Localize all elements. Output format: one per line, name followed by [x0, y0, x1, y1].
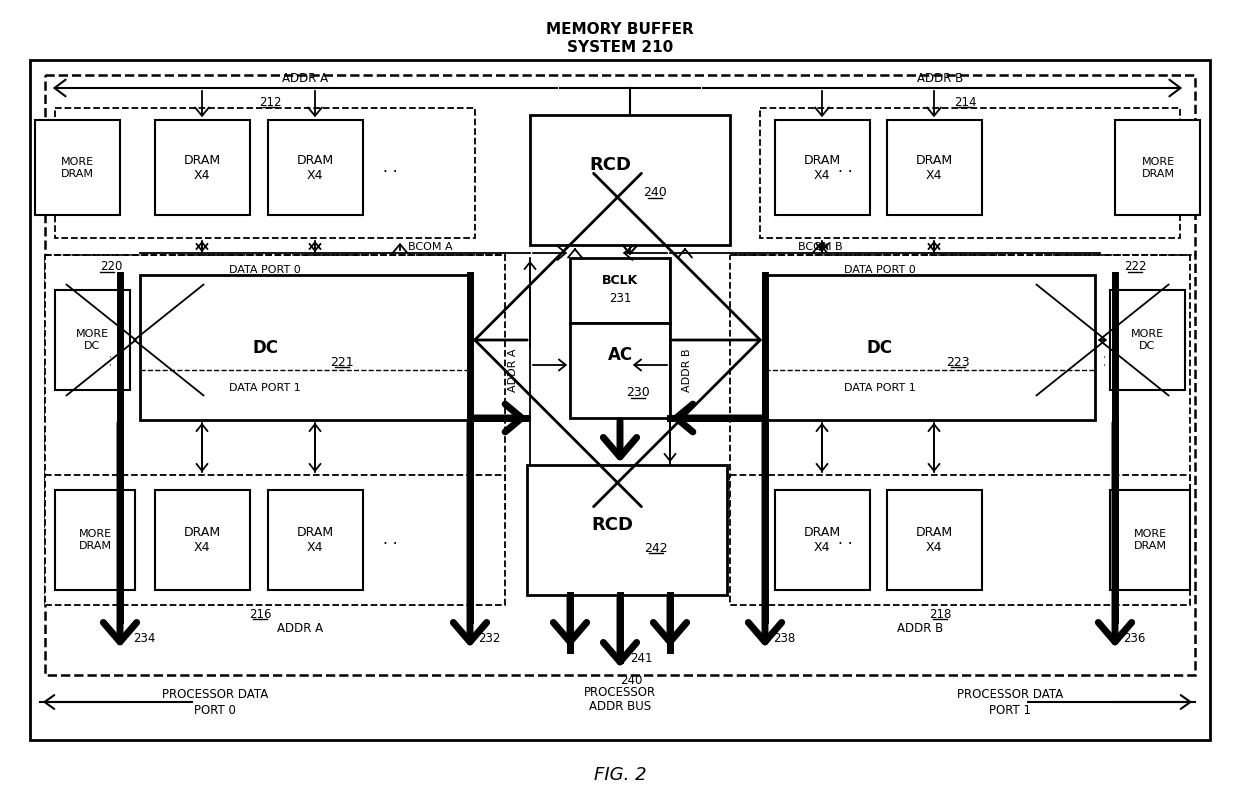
Text: ADDR A: ADDR A	[277, 621, 324, 634]
Bar	[1110, 290, 1185, 390]
Bar	[529, 115, 730, 245]
Bar	[1110, 490, 1190, 590]
Bar	[35, 120, 120, 215]
Text: FIG. 2: FIG. 2	[594, 766, 646, 784]
Text: MORE
DRAM: MORE DRAM	[78, 530, 112, 550]
Text: 221: 221	[330, 355, 353, 368]
Text: PROCESSOR DATA: PROCESSOR DATA	[957, 688, 1063, 701]
Text: RCD: RCD	[591, 516, 632, 534]
Text: RCD: RCD	[589, 156, 631, 174]
Text: 234: 234	[133, 631, 155, 645]
Text: 212: 212	[259, 95, 281, 109]
Text: 223: 223	[946, 355, 970, 368]
Text: 238: 238	[773, 631, 795, 645]
Text: 242: 242	[645, 542, 668, 555]
Text: . .: . .	[102, 354, 114, 366]
Text: 218: 218	[929, 608, 951, 621]
Text: DATA PORT 1: DATA PORT 1	[229, 383, 301, 393]
Text: MORE
DC: MORE DC	[1131, 329, 1163, 351]
Text: SYSTEM 210: SYSTEM 210	[567, 40, 673, 56]
Text: ADDR B: ADDR B	[916, 72, 963, 85]
Bar	[45, 255, 505, 520]
Text: 236: 236	[1123, 631, 1146, 645]
Text: 240: 240	[644, 186, 667, 200]
Text: 241: 241	[630, 651, 652, 664]
Text: 240: 240	[620, 674, 642, 687]
Text: PROCESSOR: PROCESSOR	[584, 687, 656, 700]
Text: . .: . .	[383, 533, 397, 547]
Text: MEMORY BUFFER: MEMORY BUFFER	[546, 23, 694, 38]
Bar	[730, 475, 1190, 605]
Bar	[45, 475, 505, 605]
Text: 230: 230	[626, 387, 650, 400]
Bar	[765, 275, 1095, 420]
Text: DRAM
X4: DRAM X4	[915, 154, 952, 182]
Text: DC: DC	[252, 339, 278, 357]
Text: ADDR BUS: ADDR BUS	[589, 700, 651, 713]
Text: . .: . .	[383, 160, 397, 176]
Text: BCOM A: BCOM A	[408, 242, 453, 252]
Text: DRAM
X4: DRAM X4	[915, 526, 952, 554]
Text: ADDR A: ADDR A	[281, 72, 329, 85]
Bar	[527, 465, 727, 595]
Text: MORE
DRAM: MORE DRAM	[61, 157, 93, 179]
Text: DRAM
X4: DRAM X4	[296, 526, 334, 554]
Text: 216: 216	[249, 608, 272, 621]
Text: BCLK: BCLK	[601, 273, 639, 286]
Bar	[55, 490, 135, 590]
Bar	[570, 258, 670, 323]
Text: DC: DC	[867, 339, 893, 357]
Text: DRAM
X4: DRAM X4	[804, 526, 841, 554]
Text: PORT 1: PORT 1	[990, 704, 1030, 717]
Text: . .: . .	[838, 533, 852, 547]
Bar	[155, 490, 250, 590]
Bar	[1115, 120, 1200, 215]
Text: DRAM
X4: DRAM X4	[296, 154, 334, 182]
Text: BCOM B: BCOM B	[797, 242, 842, 252]
Text: 214: 214	[954, 95, 976, 109]
Bar	[887, 120, 982, 215]
Bar	[155, 120, 250, 215]
Text: DRAM
X4: DRAM X4	[804, 154, 841, 182]
Text: . .: . .	[838, 160, 852, 176]
Bar	[30, 60, 1210, 740]
Bar	[268, 490, 363, 590]
Bar	[570, 323, 670, 418]
Bar	[730, 255, 1190, 520]
Text: ADDR B: ADDR B	[682, 348, 692, 392]
Text: MORE
DRAM: MORE DRAM	[1133, 530, 1167, 550]
Text: 220: 220	[100, 260, 123, 273]
Text: 232: 232	[477, 631, 501, 645]
Text: MORE
DRAM: MORE DRAM	[1142, 157, 1174, 179]
Bar	[775, 120, 870, 215]
Text: DATA PORT 0: DATA PORT 0	[229, 265, 301, 275]
Text: ADDR B: ADDR B	[897, 621, 944, 634]
Text: . .: . .	[1096, 354, 1110, 366]
Bar	[55, 108, 475, 238]
Bar	[887, 490, 982, 590]
Bar	[55, 290, 130, 390]
Text: MORE
DC: MORE DC	[76, 329, 109, 351]
Text: ADDR A: ADDR A	[508, 348, 518, 392]
Text: 222: 222	[1123, 260, 1146, 273]
Text: 231: 231	[609, 292, 631, 305]
Text: PROCESSOR DATA: PROCESSOR DATA	[162, 688, 268, 701]
Bar	[45, 75, 1195, 675]
Bar	[775, 490, 870, 590]
Text: DRAM
X4: DRAM X4	[184, 526, 221, 554]
Text: DATA PORT 0: DATA PORT 0	[844, 265, 916, 275]
Text: DRAM
X4: DRAM X4	[184, 154, 221, 182]
Text: PORT 0: PORT 0	[195, 704, 236, 717]
Text: AC: AC	[608, 346, 632, 364]
Bar	[760, 108, 1180, 238]
Bar	[140, 275, 470, 420]
Bar	[268, 120, 363, 215]
Text: DATA PORT 1: DATA PORT 1	[844, 383, 916, 393]
